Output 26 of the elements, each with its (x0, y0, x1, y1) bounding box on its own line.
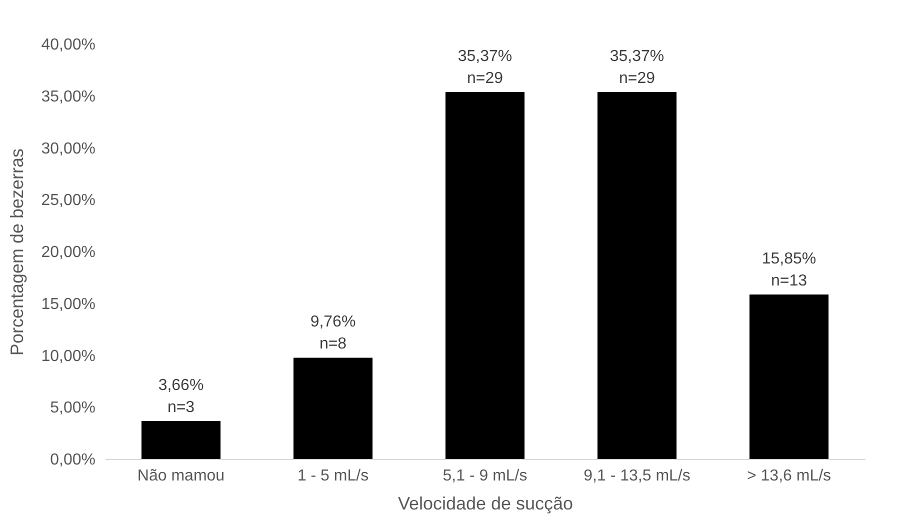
y-tick-label: 15,00% (41, 296, 96, 313)
y-tick-label: 5,00% (50, 400, 96, 417)
y-tick-label: 40,00% (41, 36, 96, 54)
data-label: 3,66% n=3 (158, 377, 204, 416)
y-tick-label: 0,00% (50, 452, 96, 468)
data-label: 35,37% n=29 (458, 48, 512, 88)
x-tick-label: > 13,6 mL/s (746, 468, 832, 484)
x-axis-title: Velocidade de sucção (398, 494, 574, 514)
y-tick-label: 25,00% (41, 192, 96, 210)
y-axis-title: Porcentagem de bezerras (7, 148, 28, 356)
x-tick-label: 1 - 5 mL/s (297, 468, 369, 484)
bar (597, 92, 677, 459)
y-tick-label: 20,00% (41, 244, 96, 261)
x-tick-label: Não mamou (137, 468, 225, 484)
y-tick-label: 30,00% (41, 140, 96, 158)
data-label: 35,37% n=29 (610, 48, 664, 88)
bar (293, 358, 373, 459)
data-label: 9,76% n=8 (310, 314, 356, 353)
data-label: 15,85% n=13 (762, 250, 816, 290)
x-tick-label: 5,1 - 9 mL/s (442, 468, 528, 484)
y-tick-label: 35,00% (41, 88, 96, 106)
y-tick-label: 10,00% (41, 348, 96, 365)
bar (141, 421, 221, 459)
bar (749, 294, 829, 459)
x-tick-label: 9,1 - 13,5 mL/s (584, 468, 690, 484)
bar (445, 92, 525, 459)
